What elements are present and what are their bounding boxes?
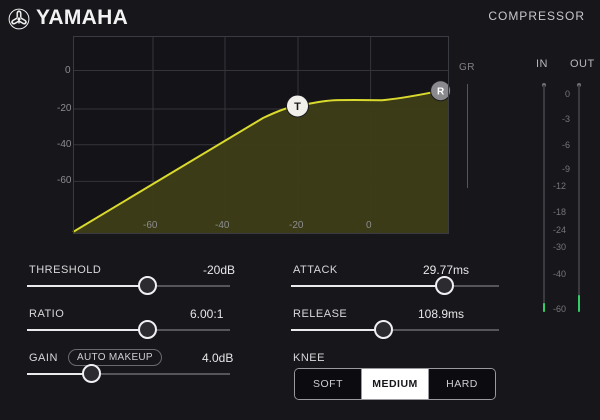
svg-text:R: R — [437, 87, 445, 98]
svg-text:T: T — [294, 101, 301, 113]
